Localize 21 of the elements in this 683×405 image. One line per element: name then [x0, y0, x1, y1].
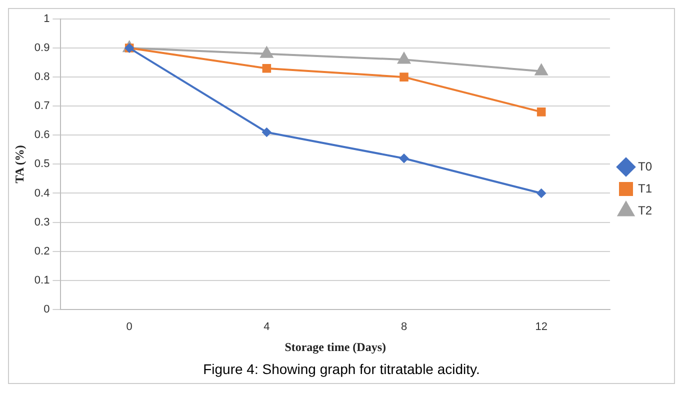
x-tick-label: 0: [126, 321, 132, 334]
y-tick-label: 0.3: [34, 216, 50, 228]
y-tick-label: 0.9: [34, 42, 50, 54]
legend-label: T1: [638, 181, 652, 196]
y-tick-label: 0.5: [34, 158, 50, 170]
legend-label: T2: [638, 203, 652, 218]
y-tick-label: 1: [44, 13, 50, 26]
y-axis-title: TA (%): [12, 145, 26, 184]
y-tick-label: 0.7: [34, 100, 50, 112]
y-tick-label: 0.4: [34, 187, 50, 200]
x-tick-label: 4: [264, 321, 270, 334]
legend-label: T0: [638, 159, 652, 174]
y-tick-label: 0.2: [34, 245, 50, 258]
y-tick-label: 0.1: [34, 274, 50, 286]
x-tick-label: 12: [535, 321, 548, 334]
x-tick-label: 8: [400, 321, 408, 334]
y-tick-label: 0.8: [34, 71, 50, 84]
caption: Figure 4: Showing graph for titratable acidity.: [202, 360, 481, 379]
y-tick-label: 0.6: [34, 129, 50, 142]
y-tick-label: 0: [44, 303, 50, 316]
x-axis-title: Storage time (Days): [284, 340, 386, 354]
